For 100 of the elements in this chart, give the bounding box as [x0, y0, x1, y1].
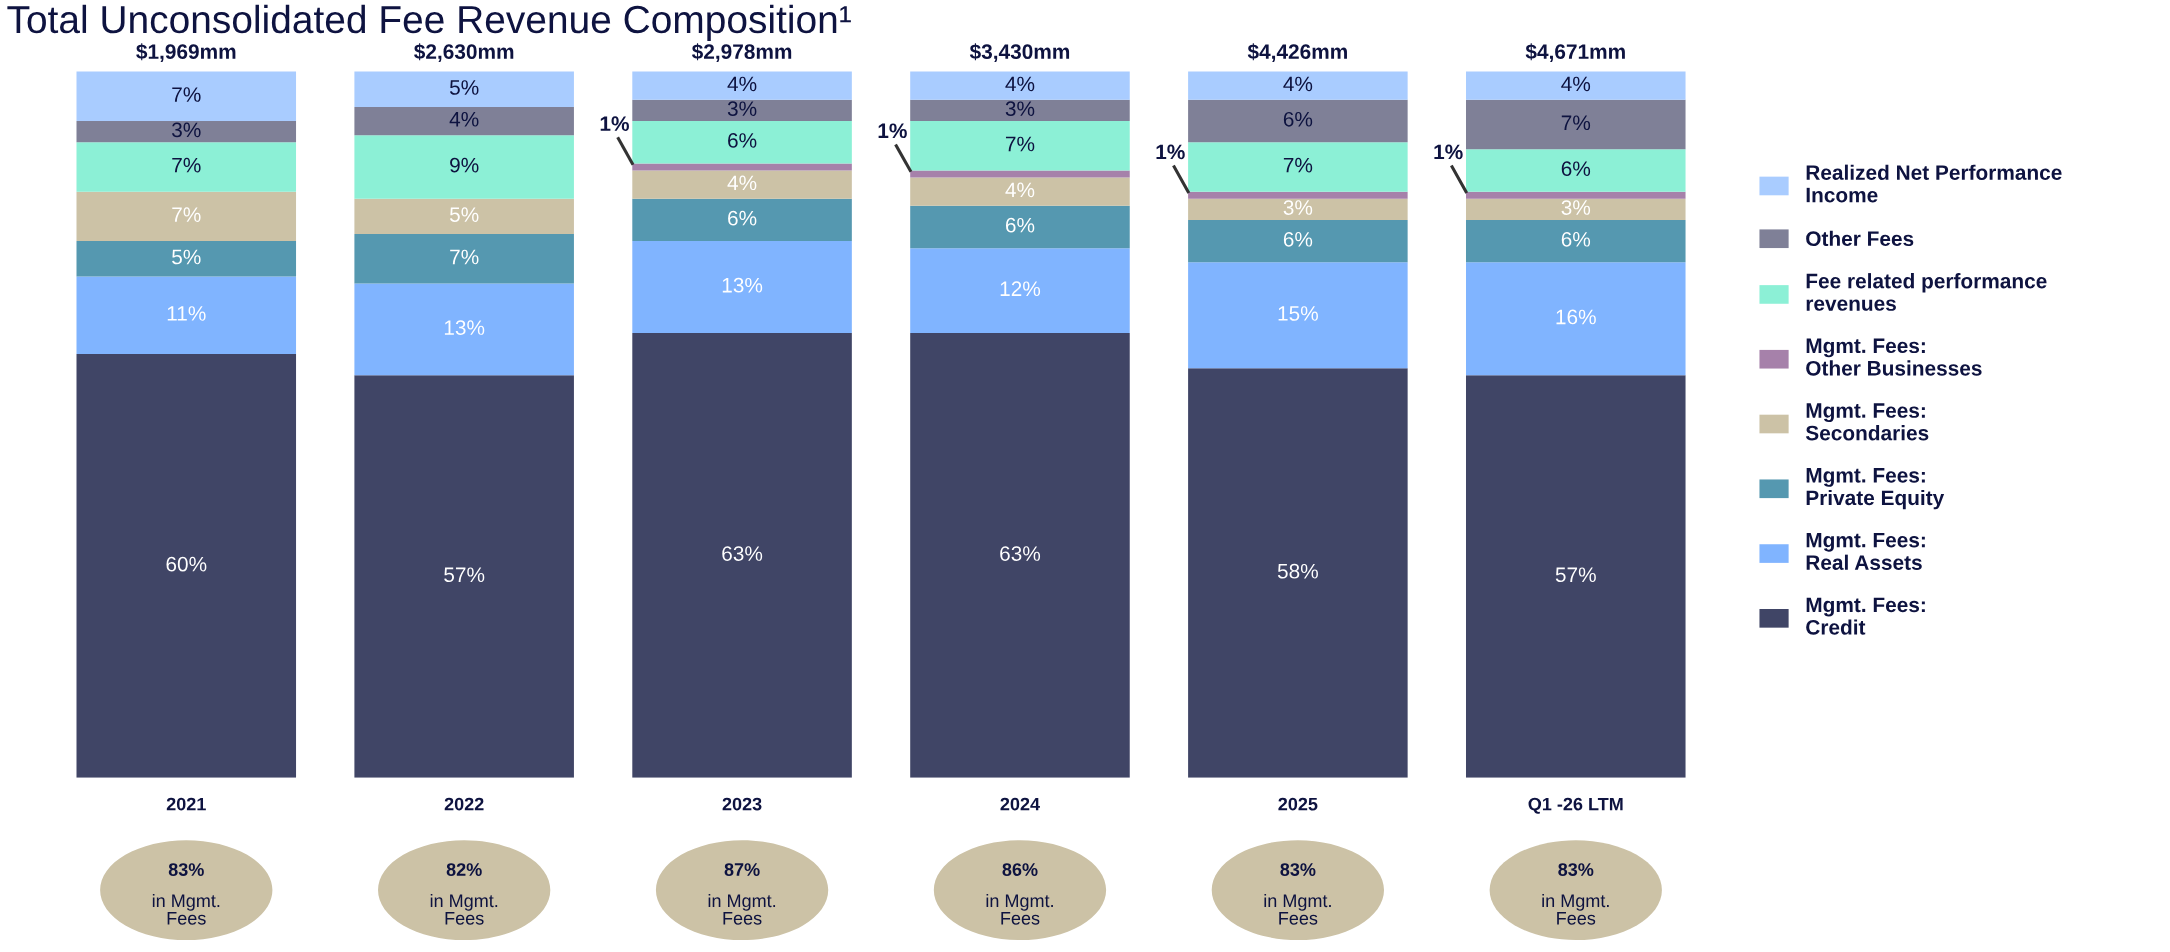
data-label: 4% [1561, 76, 1591, 92]
data-label: 3% [1283, 200, 1313, 215]
data-label: 1% [1434, 144, 1463, 160]
text: 83% in Mgmt. Fees [1542, 863, 1609, 925]
x-tick-label: 2022 [444, 797, 484, 811]
data-label: 13% [444, 320, 485, 335]
data-label: 3% [172, 122, 201, 138]
data-label: 4% [1005, 182, 1035, 198]
legend-label: Mgmt. Fees: Real Assets [1806, 532, 1925, 570]
bar [632, 99, 852, 122]
bar [910, 99, 1130, 122]
bar [76, 142, 297, 192]
data-label: 6% [1283, 231, 1313, 247]
text: 83% in Mgmt. Fees [1264, 863, 1331, 925]
bar [910, 248, 1130, 333]
data-label: 7% [172, 157, 201, 173]
text: 87% in Mgmt. Fees [708, 863, 776, 925]
annotation: $3,430mm [969, 43, 1070, 63]
legend-label: Mgmt. Fees: Private Equity [1806, 468, 1945, 510]
annotation: $1,969mm [136, 43, 236, 63]
data-label: 7% [450, 249, 479, 265]
bar [1188, 142, 1408, 192]
data-label: 4% [1283, 76, 1313, 92]
text: 82% in Mgmt. Fees [430, 863, 498, 925]
bar [632, 198, 852, 242]
bar [1466, 198, 1686, 220]
legend-label: Other Fees [1806, 230, 1914, 247]
bar [632, 71, 852, 100]
x-tick-label: 2023 [722, 797, 762, 811]
bar [632, 163, 852, 171]
bar [632, 170, 852, 199]
data-label: 6% [1561, 161, 1591, 177]
annotation: $2,978mm [691, 43, 792, 63]
data-label: 4% [1005, 76, 1035, 92]
data-label: 16% [1556, 309, 1596, 325]
data-label: 1% [1156, 144, 1185, 160]
bar [1188, 368, 1408, 778]
bar [1188, 99, 1408, 143]
bar [354, 106, 574, 136]
text: 86% in Mgmt. Fees [986, 863, 1053, 925]
bar [76, 121, 297, 143]
bar [76, 191, 297, 242]
data-label: 60% [166, 556, 207, 572]
data-label: 58% [1277, 563, 1318, 579]
data-label: 4% [727, 175, 757, 191]
legend-label: Mgmt. Fees: Credit [1806, 597, 1925, 635]
legend-label: Mgmt. Fees: Secondaries [1805, 403, 1929, 441]
bar [1466, 191, 1686, 199]
data-label: 5% [172, 249, 201, 265]
bar [76, 276, 297, 355]
data-label: 7% [172, 87, 201, 102]
annotation: $4,671mm [1525, 43, 1625, 63]
legend-label: Realized Net Performance Income [1806, 164, 2062, 203]
data-label: 57% [1555, 567, 1596, 583]
data-label: 7% [172, 207, 201, 222]
chart-title: Total Unconsolidated Fee Revenue Composition¹ [7, 4, 851, 42]
data-label: 5% [449, 207, 479, 222]
data-label: 7% [1005, 136, 1035, 152]
data-label: 4% [727, 76, 757, 92]
data-label: 3% [727, 101, 757, 117]
x-tick-label: 2024 [1000, 797, 1040, 811]
bar [910, 332, 1130, 778]
data-label: 1% [878, 123, 907, 139]
legend-label: Fee related performance revenues [1806, 273, 2047, 311]
bar [632, 241, 852, 333]
bar [1188, 71, 1408, 100]
bar [1188, 198, 1408, 220]
data-label: 13% [722, 277, 763, 293]
bar [1188, 262, 1408, 369]
data-label: 15% [1278, 306, 1318, 321]
bar [1466, 71, 1686, 100]
data-label: 7% [1561, 115, 1591, 131]
data-label: 6% [728, 210, 757, 226]
data-label: 3% [1005, 101, 1035, 117]
bar [1188, 219, 1408, 263]
data-label: 4% [449, 111, 479, 127]
data-label: 57% [444, 567, 485, 583]
annotation: $4,426mm [1247, 43, 1347, 63]
bar [76, 354, 297, 778]
bar [354, 234, 574, 284]
bar [354, 135, 574, 199]
bar [1466, 99, 1686, 150]
bar [354, 375, 574, 778]
text: 83% in Mgmt. Fees [152, 863, 220, 925]
bar [1466, 375, 1686, 778]
annotation: $2,630mm [414, 43, 514, 63]
bar [910, 170, 1130, 178]
data-label: 6% [1283, 111, 1313, 127]
legend-label: Mgmt. Fees: Other Businesses [1806, 338, 1982, 376]
bar [76, 241, 297, 277]
data-label: 3% [1561, 200, 1591, 215]
bar [1466, 262, 1686, 376]
bar [910, 71, 1130, 100]
bar [910, 177, 1130, 206]
bar [354, 71, 574, 107]
data-label: 11% [167, 306, 206, 321]
data-label: 6% [1005, 217, 1035, 233]
bar [910, 121, 1130, 171]
data-label: 5% [449, 80, 479, 95]
bar [76, 71, 297, 122]
